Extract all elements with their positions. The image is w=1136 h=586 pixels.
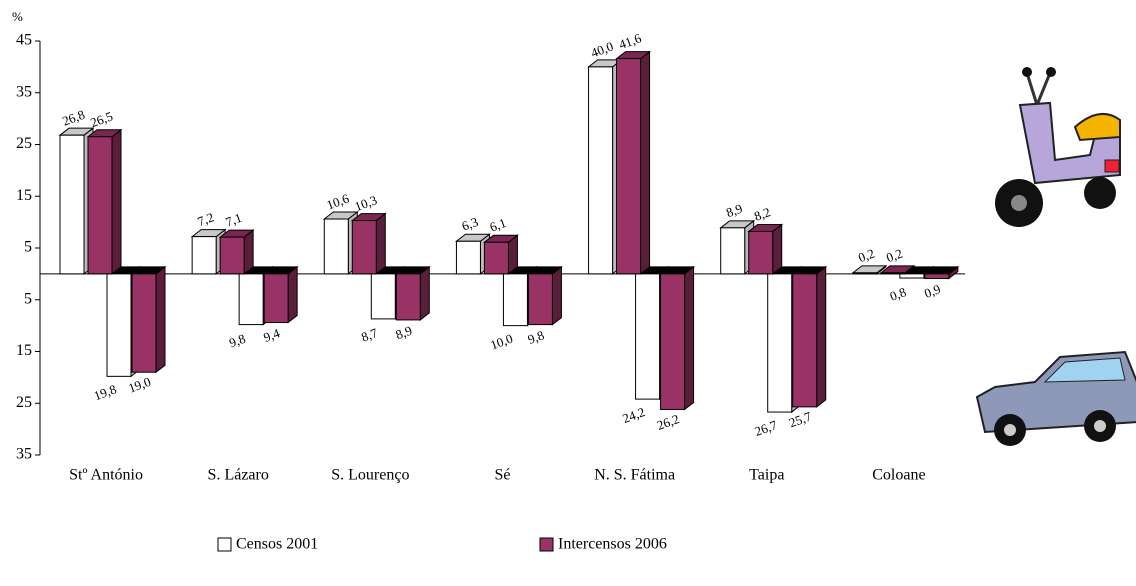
y-tick-label: 35 (16, 446, 32, 463)
bar (323, 218, 349, 275)
value-label: 19,0 (126, 374, 153, 396)
bar (59, 134, 85, 275)
value-label: 10,3 (353, 192, 380, 214)
value-label: 0,2 (884, 246, 904, 266)
y-axis-label: % (12, 9, 23, 24)
bar (720, 227, 746, 275)
value-label: 25,7 (787, 408, 814, 430)
legend-swatch (217, 537, 232, 552)
bar (899, 273, 925, 279)
y-tick-label: 25 (16, 394, 32, 411)
value-label: 19,8 (92, 381, 119, 403)
bar (263, 273, 289, 324)
value-label: 40,0 (589, 39, 616, 61)
x-tick-label: S. Lourenço (331, 467, 409, 484)
bar-side (772, 223, 783, 275)
bar (767, 273, 793, 413)
x-tick-label: S. Lázaro (208, 467, 269, 484)
bar-side (155, 265, 166, 374)
bar (219, 236, 245, 275)
bar-side (287, 265, 298, 324)
bar (852, 272, 878, 275)
value-label: 24,2 (620, 404, 647, 426)
value-label: 9,4 (261, 325, 282, 345)
bar (395, 273, 421, 321)
bar (455, 240, 481, 275)
bar (748, 230, 774, 275)
bar (635, 273, 661, 400)
value-label: 8,9 (724, 201, 744, 221)
bar (502, 273, 528, 327)
value-label: 0,9 (922, 281, 942, 301)
bar (924, 273, 950, 280)
bar (792, 273, 818, 408)
x-tick-label: Taipa (749, 467, 784, 484)
motorcycle-icon (995, 67, 1121, 227)
bar-side (419, 265, 430, 321)
value-label: 41,6 (617, 30, 644, 52)
value-label: 6,1 (488, 215, 508, 235)
legend-label: Censos 2001 (236, 536, 318, 553)
y-tick-label: 15 (16, 342, 32, 359)
value-label: 8,2 (752, 204, 772, 224)
bar-side (640, 50, 651, 275)
bar (131, 273, 157, 373)
value-label: 10,6 (325, 190, 352, 212)
bar-side (551, 265, 562, 326)
value-label: 10,0 (488, 331, 515, 353)
bar-top (851, 265, 888, 274)
legend-label: Intercensos 2006 (558, 536, 667, 553)
bar (483, 241, 509, 275)
bar-side (816, 265, 827, 408)
bar (527, 273, 553, 326)
value-label: 9,8 (227, 331, 247, 351)
x-tick-label: Coloane (872, 467, 925, 484)
bar (588, 66, 614, 275)
value-label: 26,5 (88, 108, 115, 130)
y-tick-label: 5 (24, 239, 32, 256)
x-tick-label: Sé (495, 467, 511, 484)
y-tick-label: 25 (16, 135, 32, 152)
value-label: 9,8 (526, 327, 546, 347)
legend-swatch (539, 537, 554, 552)
y-tick-label: 35 (16, 83, 32, 100)
car-icon (975, 350, 1136, 446)
x-tick-label: Stº António (69, 467, 143, 484)
bar (238, 273, 264, 326)
bar (191, 236, 217, 275)
value-label: 26,8 (60, 107, 87, 129)
value-label: 7,1 (223, 210, 243, 230)
bar-side (375, 212, 386, 275)
value-label: 0,2 (856, 246, 876, 266)
y-tick-label: 5 (24, 290, 32, 307)
bar (106, 273, 132, 377)
x-tick-label: N. S. Fátima (594, 467, 675, 484)
bar-side (111, 128, 122, 275)
bar (351, 220, 377, 275)
y-tick-label: 45 (16, 32, 32, 49)
value-label: 8,7 (359, 325, 380, 345)
bar (660, 273, 686, 410)
bar (87, 136, 113, 275)
value-label: 26,2 (655, 411, 682, 433)
value-label: 26,7 (753, 417, 780, 439)
y-tick-label: 15 (16, 187, 32, 204)
bar (616, 58, 642, 275)
value-label: 6,3 (460, 214, 480, 234)
value-label: 0,8 (888, 284, 908, 304)
value-label: 8,9 (394, 323, 414, 343)
value-label: 7,2 (195, 209, 215, 229)
bar-side (684, 265, 695, 411)
bar (370, 273, 396, 320)
bar (880, 272, 906, 275)
